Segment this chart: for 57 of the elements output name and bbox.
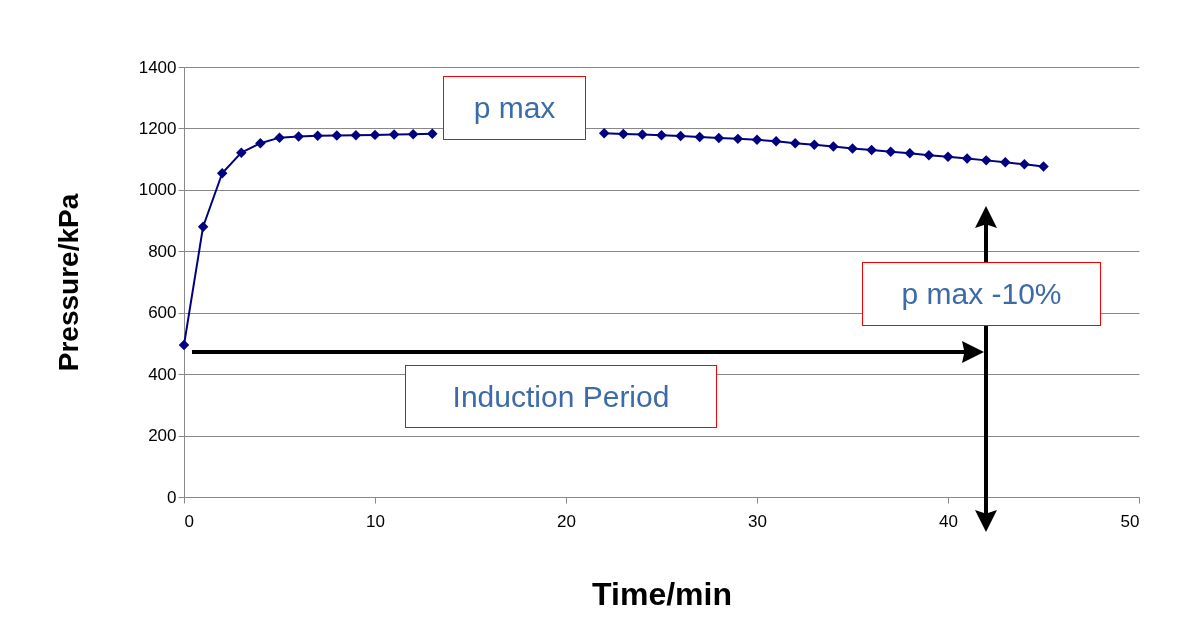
annotation: p max	[443, 76, 586, 140]
point	[751, 134, 763, 146]
point	[427, 128, 438, 139]
point	[789, 137, 801, 149]
y-tick-label: 400	[148, 364, 177, 384]
y-tick-label: 1400	[138, 57, 177, 77]
point	[331, 130, 343, 141]
point	[255, 137, 266, 149]
y-tick-label: 600	[148, 303, 177, 323]
y-tick-label: 200	[148, 426, 177, 446]
point	[923, 149, 935, 161]
point	[197, 221, 209, 232]
point	[293, 131, 304, 142]
point	[713, 132, 725, 144]
x-tick-label: 0	[184, 511, 194, 531]
point	[350, 129, 362, 141]
point	[1000, 156, 1011, 168]
x-tick-label: 50	[1120, 511, 1140, 531]
point	[216, 168, 228, 179]
x-axis-title: Time/min	[592, 575, 732, 612]
y-tick-label: 1000	[138, 180, 177, 200]
y-tick-label: 0	[167, 487, 177, 507]
y-axis-title: Pressure/kPa	[52, 193, 84, 372]
point	[961, 153, 973, 164]
x-tick-label: 30	[748, 511, 767, 531]
point	[942, 151, 954, 162]
x-tick-label: 10	[366, 511, 385, 531]
point	[618, 128, 629, 140]
point	[407, 129, 419, 140]
point	[770, 136, 782, 147]
x-tick-label: 20	[557, 511, 576, 531]
point	[656, 129, 667, 141]
point	[866, 144, 877, 156]
annotation: Induction Period	[405, 365, 717, 428]
point	[178, 339, 190, 351]
point	[694, 131, 705, 143]
point	[732, 133, 744, 145]
point	[980, 155, 992, 166]
point	[388, 129, 400, 140]
point	[847, 143, 858, 154]
point	[828, 141, 839, 152]
annotation: p max -10%	[862, 262, 1101, 326]
point	[274, 132, 285, 143]
point	[369, 129, 381, 141]
point	[1038, 161, 1049, 172]
point	[598, 128, 610, 139]
x-tick-label: 40	[939, 511, 958, 531]
y-tick-label: 800	[148, 241, 177, 261]
point	[885, 146, 896, 158]
point	[809, 139, 820, 150]
point	[236, 147, 247, 158]
point	[312, 130, 323, 142]
point	[904, 148, 916, 159]
point	[675, 130, 686, 142]
y-tick-label: 1200	[138, 118, 177, 138]
point	[637, 129, 648, 140]
point	[1019, 159, 1030, 170]
